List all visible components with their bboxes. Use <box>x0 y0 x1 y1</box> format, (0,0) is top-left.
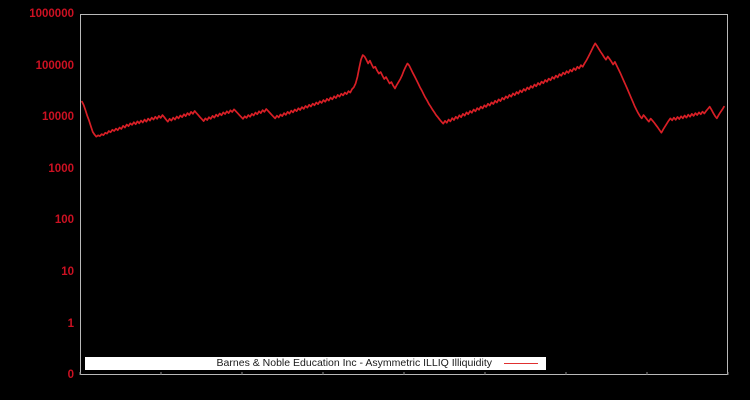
y-tick-label-0: 0 <box>67 369 74 381</box>
y-axis-tick-labels: 1000000 100000 10000 1000 100 10 1 0 <box>0 0 74 400</box>
y-tick-label-10000: 10000 <box>42 111 74 124</box>
y-tick-label-1000000: 1000000 <box>29 8 74 20</box>
legend: Barnes & Noble Education Inc - Asymmetri… <box>85 357 546 370</box>
y-tick-label-100: 100 <box>54 214 74 227</box>
legend-line-sample <box>502 359 542 369</box>
plot-area <box>80 14 728 375</box>
y-tick-label-1000: 1000 <box>48 162 74 175</box>
y-tick-label-1: 1 <box>67 317 74 330</box>
legend-line-swatch <box>504 363 538 365</box>
y-tick-label-100000: 100000 <box>35 59 74 72</box>
y-tick-label-10: 10 <box>61 266 74 278</box>
legend-label: Barnes & Noble Education Inc - Asymmetri… <box>216 357 492 370</box>
